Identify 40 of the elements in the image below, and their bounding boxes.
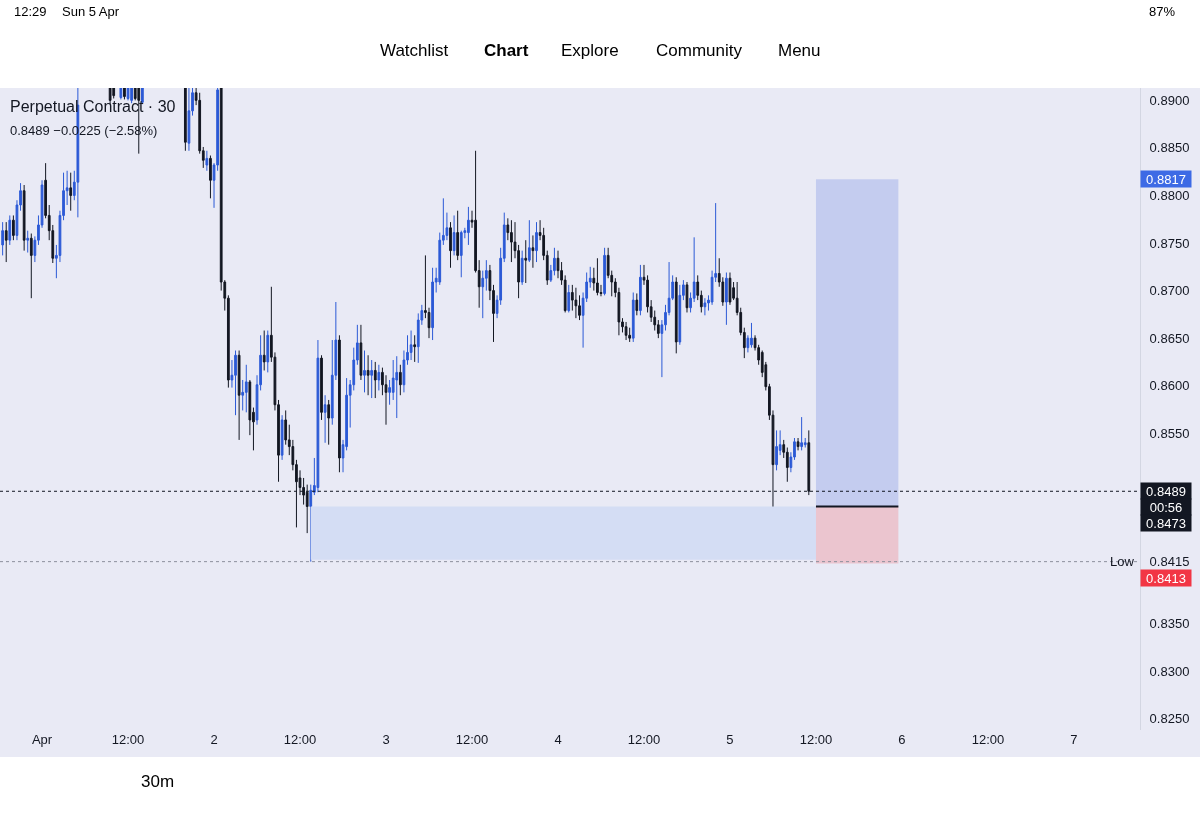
y-tick-label: 0.8850 xyxy=(1149,140,1190,156)
text: 12:29 xyxy=(14,4,47,19)
y-tick-label: 0.8550 xyxy=(1149,425,1190,441)
x-tick-label: 12:00 xyxy=(971,732,1005,747)
text: 0.8489 xyxy=(1146,483,1186,499)
x-tick-label: 12:00 xyxy=(111,732,145,747)
text: 30m xyxy=(141,772,175,791)
text: 0.8817 xyxy=(1146,171,1186,187)
x-tick-label: 2 xyxy=(210,732,218,747)
y-tick-label: 0.8415 xyxy=(1149,554,1190,570)
text: Chart xyxy=(484,41,529,60)
x-tick-label: 12:00 xyxy=(455,732,489,747)
text: 87% xyxy=(1149,4,1176,19)
y-tick-label: 0.8350 xyxy=(1149,616,1190,632)
text: Community xyxy=(656,41,743,60)
y-tick-label: 0.8300 xyxy=(1149,663,1190,679)
x-tick-label: Apr xyxy=(31,732,53,747)
y-tick-label: 0.8750 xyxy=(1149,235,1190,251)
text: 0.8473 xyxy=(1146,515,1186,531)
text: Menu xyxy=(778,41,821,60)
ref-line-label: Low xyxy=(1110,554,1135,569)
y-tick-label: 0.8600 xyxy=(1149,378,1190,394)
x-tick-label: 3 xyxy=(382,732,390,747)
x-tick-label: 12:00 xyxy=(283,732,317,747)
text: 0.8413 xyxy=(1146,570,1186,586)
y-tick-label: 0.8800 xyxy=(1149,188,1190,204)
text: Sun 5 Apr xyxy=(62,4,120,19)
text: 00:56 xyxy=(1149,499,1183,515)
x-tick-label: 4 xyxy=(554,732,562,747)
x-tick-label: 12:00 xyxy=(799,732,833,747)
text: Explore xyxy=(561,41,619,60)
text: Watchlist xyxy=(380,41,449,60)
y-tick-label: 0.8700 xyxy=(1149,283,1190,299)
y-tick-label: 0.8250 xyxy=(1149,711,1190,727)
y-tick-label: 0.8650 xyxy=(1149,330,1190,346)
x-tick-label: 12:00 xyxy=(627,732,661,747)
x-tick-label: 5 xyxy=(726,732,734,747)
x-tick-label: 7 xyxy=(1070,732,1078,747)
y-tick-label: 0.8900 xyxy=(1149,92,1190,108)
x-tick-label: 6 xyxy=(898,732,906,747)
